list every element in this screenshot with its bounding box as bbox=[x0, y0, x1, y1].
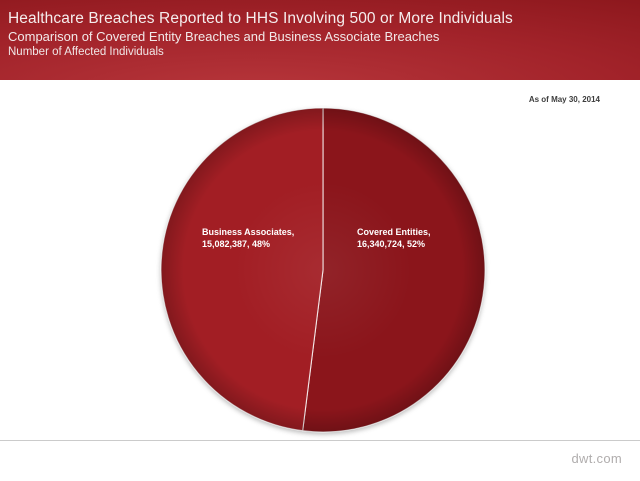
pie-label-business-associates: Business Associates, 15,082,387, 48% bbox=[202, 226, 294, 250]
pie-label-business-associates-value: 15,082,387, 48% bbox=[202, 239, 271, 249]
pie-label-covered-entities: Covered Entities, 16,340,724, 52% bbox=[357, 226, 431, 250]
as-of-date-label: As of May 30, 2014 bbox=[528, 95, 600, 104]
footer-divider bbox=[0, 440, 640, 441]
page-title: Healthcare Breaches Reported to HHS Invo… bbox=[8, 10, 513, 27]
pie-vignette-overlay bbox=[161, 108, 485, 432]
header-banner: Healthcare Breaches Reported to HHS Invo… bbox=[0, 0, 640, 80]
pie-label-covered-entities-value: 16,340,724, 52% bbox=[357, 239, 426, 249]
footer-url: dwt.com bbox=[571, 451, 622, 466]
page-subtitle: Comparison of Covered Entity Breaches an… bbox=[8, 29, 440, 44]
pie-label-covered-entities-name: Covered Entities, bbox=[357, 227, 431, 237]
page-subtitle2: Number of Affected Individuals bbox=[8, 46, 164, 58]
pie-label-business-associates-name: Business Associates, bbox=[202, 227, 295, 237]
